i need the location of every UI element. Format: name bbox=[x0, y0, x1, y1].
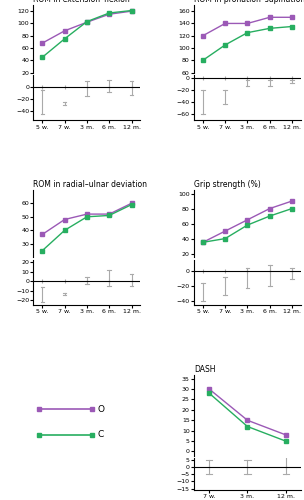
Text: O: O bbox=[98, 404, 105, 413]
Text: ROM in radial–ulnar deviation: ROM in radial–ulnar deviation bbox=[33, 180, 147, 189]
Text: ROM in extension–flexion: ROM in extension–flexion bbox=[33, 0, 130, 4]
Text: C: C bbox=[98, 430, 104, 439]
Text: DASH: DASH bbox=[194, 364, 216, 374]
Text: Grip strength (%): Grip strength (%) bbox=[194, 180, 261, 189]
Text: ROM in pronation–supination: ROM in pronation–supination bbox=[194, 0, 304, 4]
